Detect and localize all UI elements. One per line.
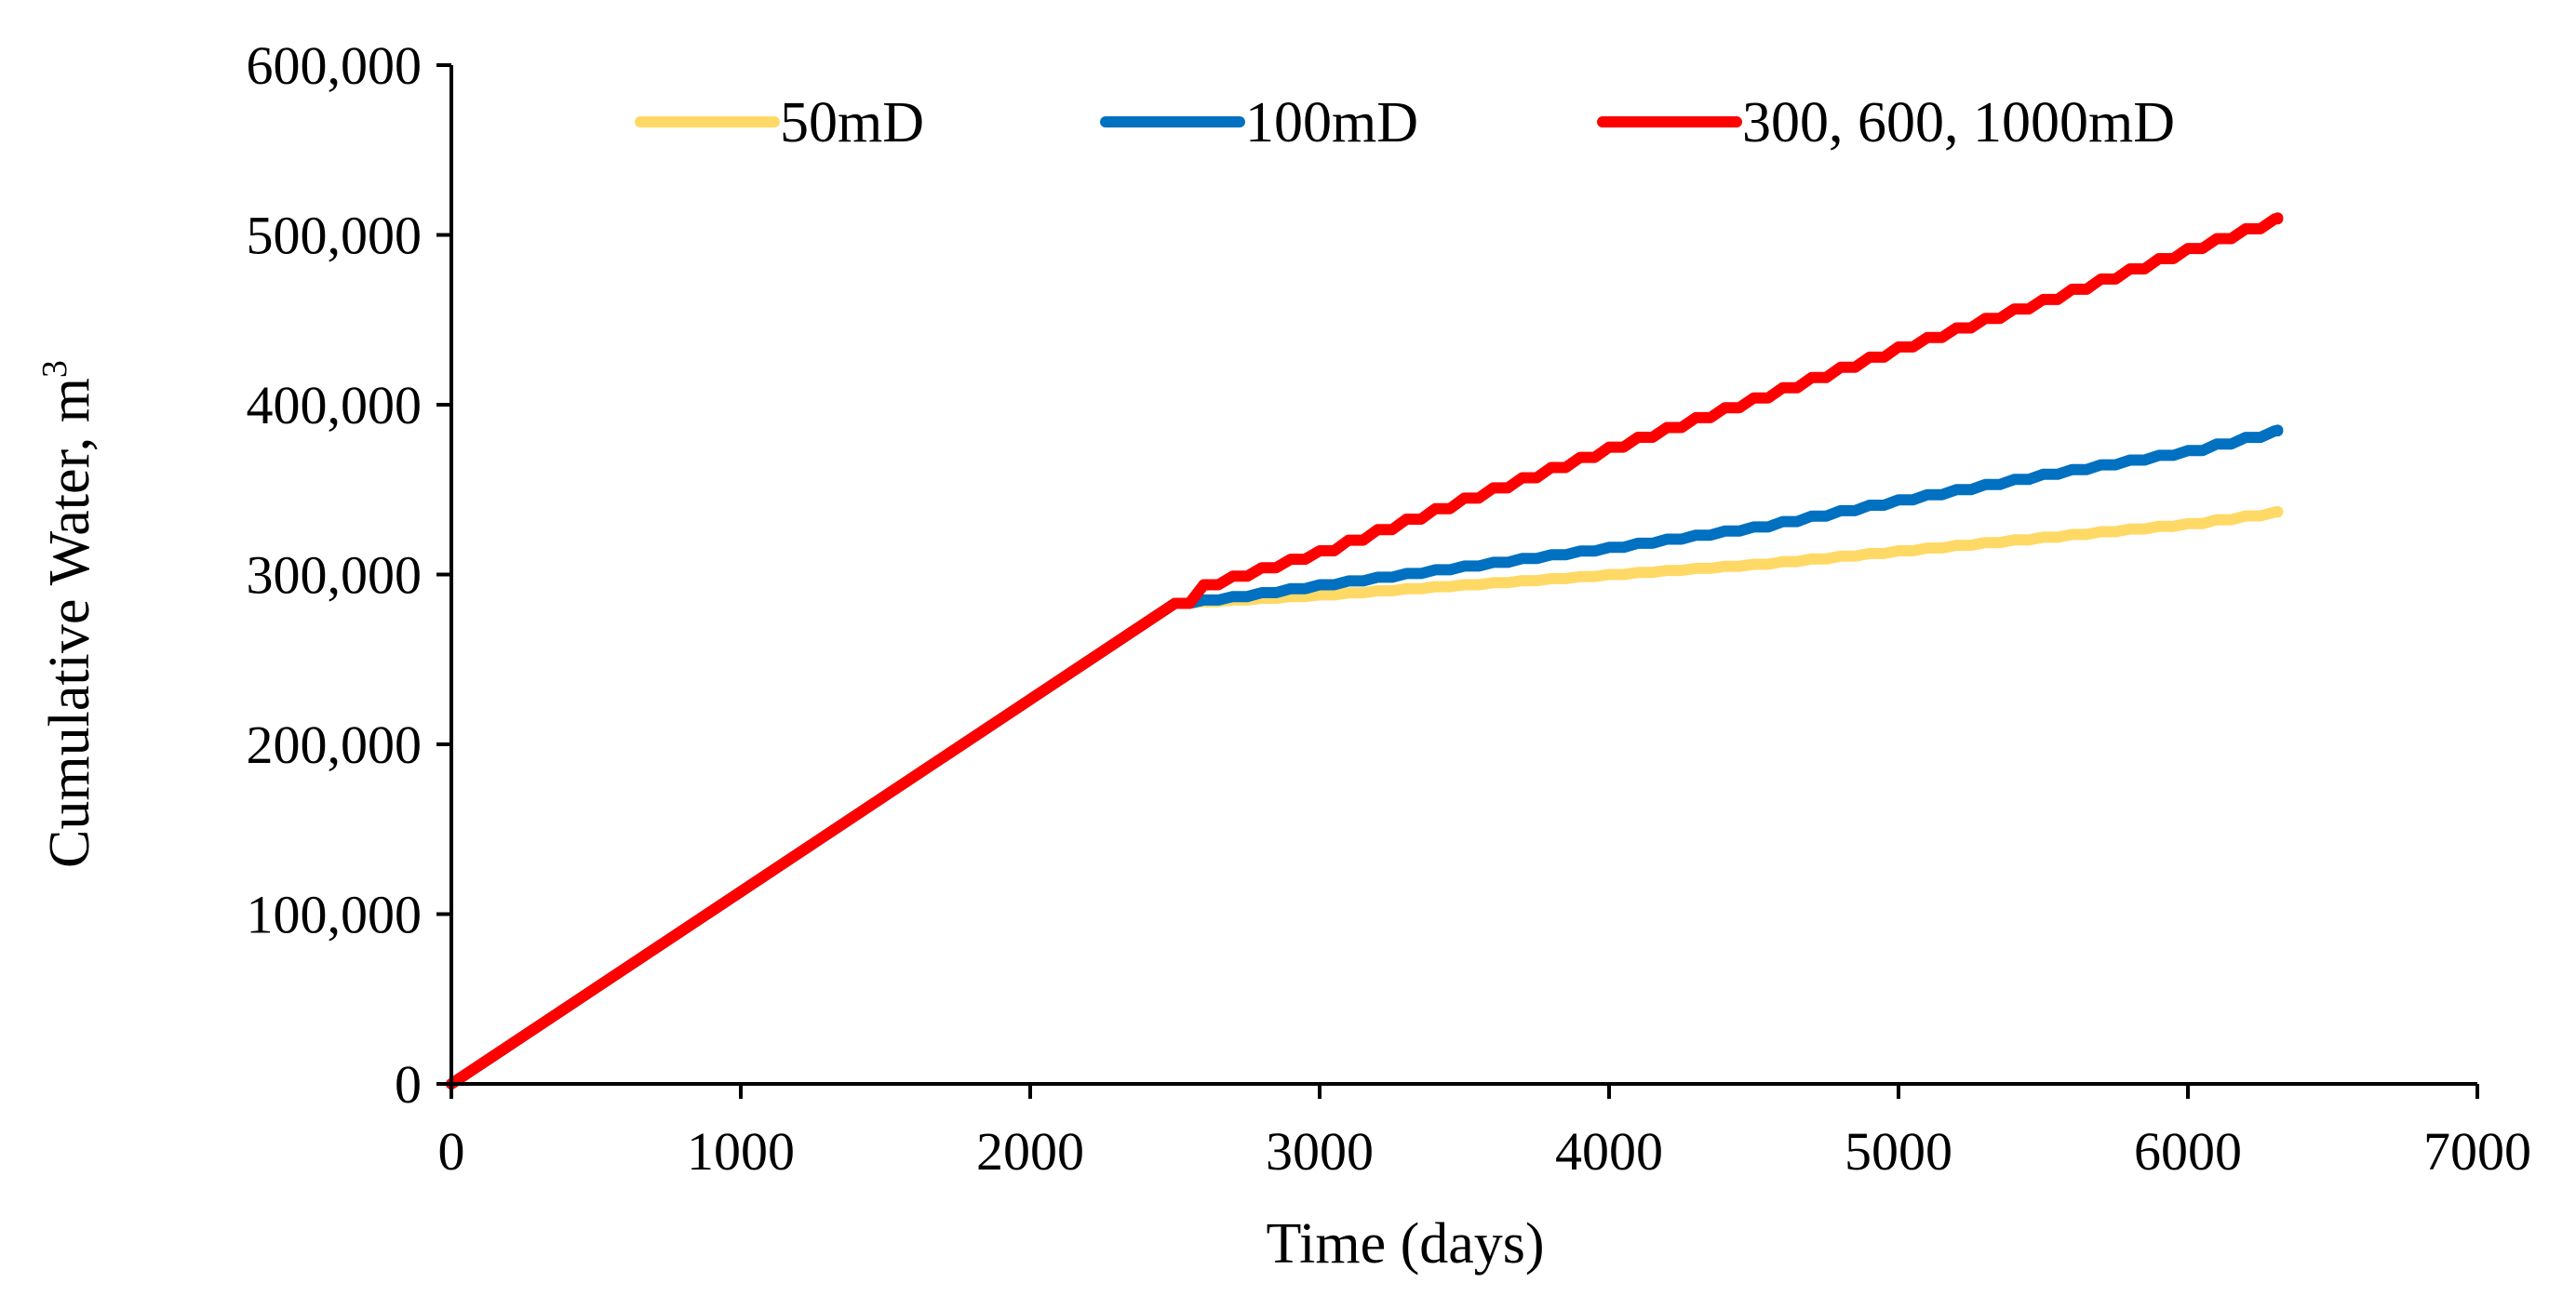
y-axis-title: Cumulative Water, m3 <box>35 360 101 868</box>
y-tick-label: 200,000 <box>247 715 423 775</box>
y-tick-label: 400,000 <box>247 375 423 435</box>
x-tick-label: 0 <box>438 1121 465 1182</box>
axes <box>449 65 2477 1086</box>
y-tick-label: 100,000 <box>247 885 423 945</box>
y-tick-label: 500,000 <box>247 206 423 266</box>
x-tick-label: 7000 <box>2423 1121 2531 1182</box>
series-line-2 <box>446 424 2284 1089</box>
ticks: 0 100,000 200,000 300,000 400,000 500,000 600,… <box>247 35 2532 1182</box>
x-tick-label: 4000 <box>1555 1121 1663 1182</box>
x-tick-label: 2000 <box>976 1121 1084 1182</box>
y-tick-label: 600,000 <box>247 35 423 96</box>
x-tick-label: 1000 <box>687 1121 795 1182</box>
legend-label: 50mD <box>780 91 924 154</box>
x-tick-label: 3000 <box>1266 1121 1374 1182</box>
y-tick-label: 0 <box>395 1054 422 1115</box>
y-axis-title-text: Cumulative Water, m <box>38 378 101 868</box>
legend-label: 300, 600, 1000mD <box>1742 91 2175 154</box>
x-tick-label: 5000 <box>1845 1121 1952 1182</box>
series-line-1 <box>446 506 2284 1089</box>
series-line-3 <box>446 212 2284 1089</box>
series-layer <box>446 212 2284 1089</box>
x-tick-label: 6000 <box>2134 1121 2242 1182</box>
y-axis-title-superscript: 3 <box>35 360 74 378</box>
legend: 50mD 100mD 300, 600, 1000mD <box>635 91 2175 154</box>
x-axis-title: Time (days) <box>1266 1212 1544 1276</box>
legend-label: 100mD <box>1245 91 1418 154</box>
y-tick-label: 300,000 <box>247 545 423 606</box>
